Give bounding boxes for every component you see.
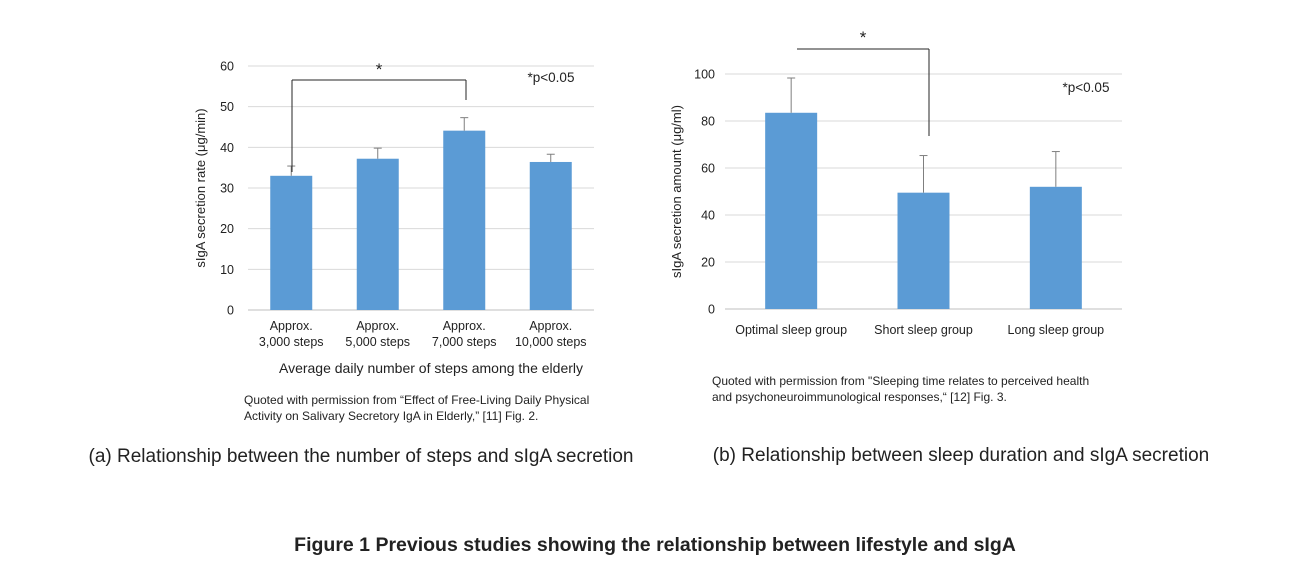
y-tick-label: 60 (220, 60, 234, 74)
source-citation: and psychoneuroimmunological responses,“… (712, 390, 1007, 404)
x-tick-label: Approx. (443, 319, 486, 333)
y-tick-label: 0 (708, 303, 715, 317)
x-tick-label: Optimal sleep group (735, 323, 847, 337)
y-tick-label: 50 (220, 100, 234, 114)
y-tick-label: 0 (227, 304, 234, 318)
y-axis-label: sIgA secretion rate (μg/min) (193, 108, 208, 267)
significance-note: *p<0.05 (1063, 80, 1110, 95)
source-citation: Quoted with permission from “Effect of F… (244, 393, 589, 407)
y-tick-label: 60 (701, 162, 715, 176)
x-tick-label: 10,000 steps (515, 335, 587, 349)
significance-note: *p<0.05 (528, 70, 575, 85)
source-citation: Activity on Salivary Secretory IgA in El… (244, 409, 538, 423)
x-tick-label: Approx. (529, 319, 572, 333)
bar (270, 175, 313, 310)
bar (765, 112, 818, 310)
bar (897, 192, 950, 309)
x-tick-label: 7,000 steps (432, 335, 497, 349)
chart-sleep: 0 20 40 60 80 100 Optimal sleep group Short sle… (669, 28, 1209, 466)
significance-star: * (860, 28, 867, 47)
chart-subtitle: (a) Relationship between the number of s… (89, 446, 634, 467)
figure-caption: Figure 1 Previous studies showing the re… (294, 534, 1016, 556)
source-citation: Quoted with permission from "Sleeping ti… (712, 374, 1089, 388)
chart-steps: 0 10 20 30 40 50 60 Approx. 3,000 steps Approx. 5,… (89, 60, 634, 468)
y-tick-label: 40 (701, 209, 715, 223)
y-tick-label: 30 (220, 182, 234, 196)
y-axis-label: sIgA secretion amount (μg/ml) (669, 105, 684, 278)
bar (1029, 186, 1082, 309)
x-axis-label: Average daily number of steps among the … (279, 360, 583, 376)
y-tick-label: 20 (701, 256, 715, 270)
bar (356, 158, 399, 310)
chart-subtitle: (b) Relationship between sleep duration … (713, 445, 1209, 466)
x-tick-label: Approx. (270, 319, 313, 333)
bar (443, 130, 486, 310)
significance-star: * (376, 60, 383, 79)
x-tick-label: Short sleep group (874, 323, 973, 337)
x-tick-label: 3,000 steps (259, 335, 324, 349)
x-tick-label: Approx. (356, 319, 399, 333)
bar (529, 161, 572, 310)
y-tick-label: 100 (694, 68, 715, 82)
y-tick-label: 40 (220, 141, 234, 155)
y-tick-label: 80 (701, 115, 715, 129)
y-tick-label: 20 (220, 222, 234, 236)
x-tick-label: Long sleep group (1008, 323, 1105, 337)
y-tick-label: 10 (220, 263, 234, 277)
x-tick-label: 5,000 steps (345, 335, 410, 349)
